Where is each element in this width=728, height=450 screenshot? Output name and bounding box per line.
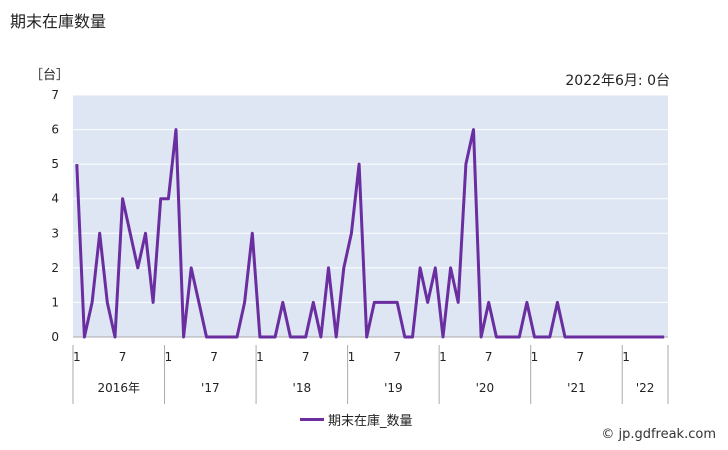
series-line [75,128,665,339]
latest-value-note: 2022年6月: 0台 [565,73,670,89]
y-tick-label: 5 [51,157,59,171]
x-month-tick-label: 7 [119,350,127,364]
legend-label: 期末在庫_数量 [328,414,413,429]
x-year-label: '21 [567,381,586,395]
x-year-label: '17 [201,381,220,395]
x-month-tick-label: 1 [439,350,447,364]
x-year-label: 2016年 [97,381,140,395]
y-tick-label: 6 [51,123,59,137]
x-year-label: '22 [636,381,655,395]
y-tick-labels: 0 1 2 3 4 5 6 7 [51,88,59,344]
x-month-tick-label: 7 [210,350,218,364]
plot-area [73,95,668,337]
x-year-label: '18 [293,381,312,395]
y-tick-label: 4 [51,192,59,206]
source-credit: © jp.gdfreak.com [601,427,716,442]
y-tick-label: 2 [51,261,59,275]
x-month-tick-label: 1 [348,350,356,364]
x-year-label: '20 [476,381,495,395]
x-month-tick-label: 7 [302,350,310,364]
x-month-tick-label: 7 [576,350,584,364]
x-month-tick-label: 7 [485,350,493,364]
x-month-tick-label: 1 [73,350,81,364]
x-year-label: '19 [384,381,403,395]
y-tick-label: 0 [51,330,59,344]
x-month-tick-label: 1 [531,350,539,364]
x-month-tick-label: 1 [622,350,630,364]
x-month-tick-label: 7 [393,350,401,364]
y-tick-label: 7 [51,88,59,102]
y-tick-label: 1 [51,295,59,309]
y-tick-label: 3 [51,226,59,240]
gridlines [73,94,668,303]
legend-swatch [300,418,324,421]
x-month-tick-label: 1 [165,350,173,364]
legend: 期末在庫_数量 [300,410,413,429]
x-month-tick-label: 1 [256,350,264,364]
x-tick-labels: 1 7 1 7 1 7 1 7 1 7 1 7 1 2016年 '17 '18 '19 '20 '21 '22 [73,350,654,395]
chart-title: 期末在庫数量 [10,12,107,31]
y-axis-unit: ［台］ [30,68,70,83]
